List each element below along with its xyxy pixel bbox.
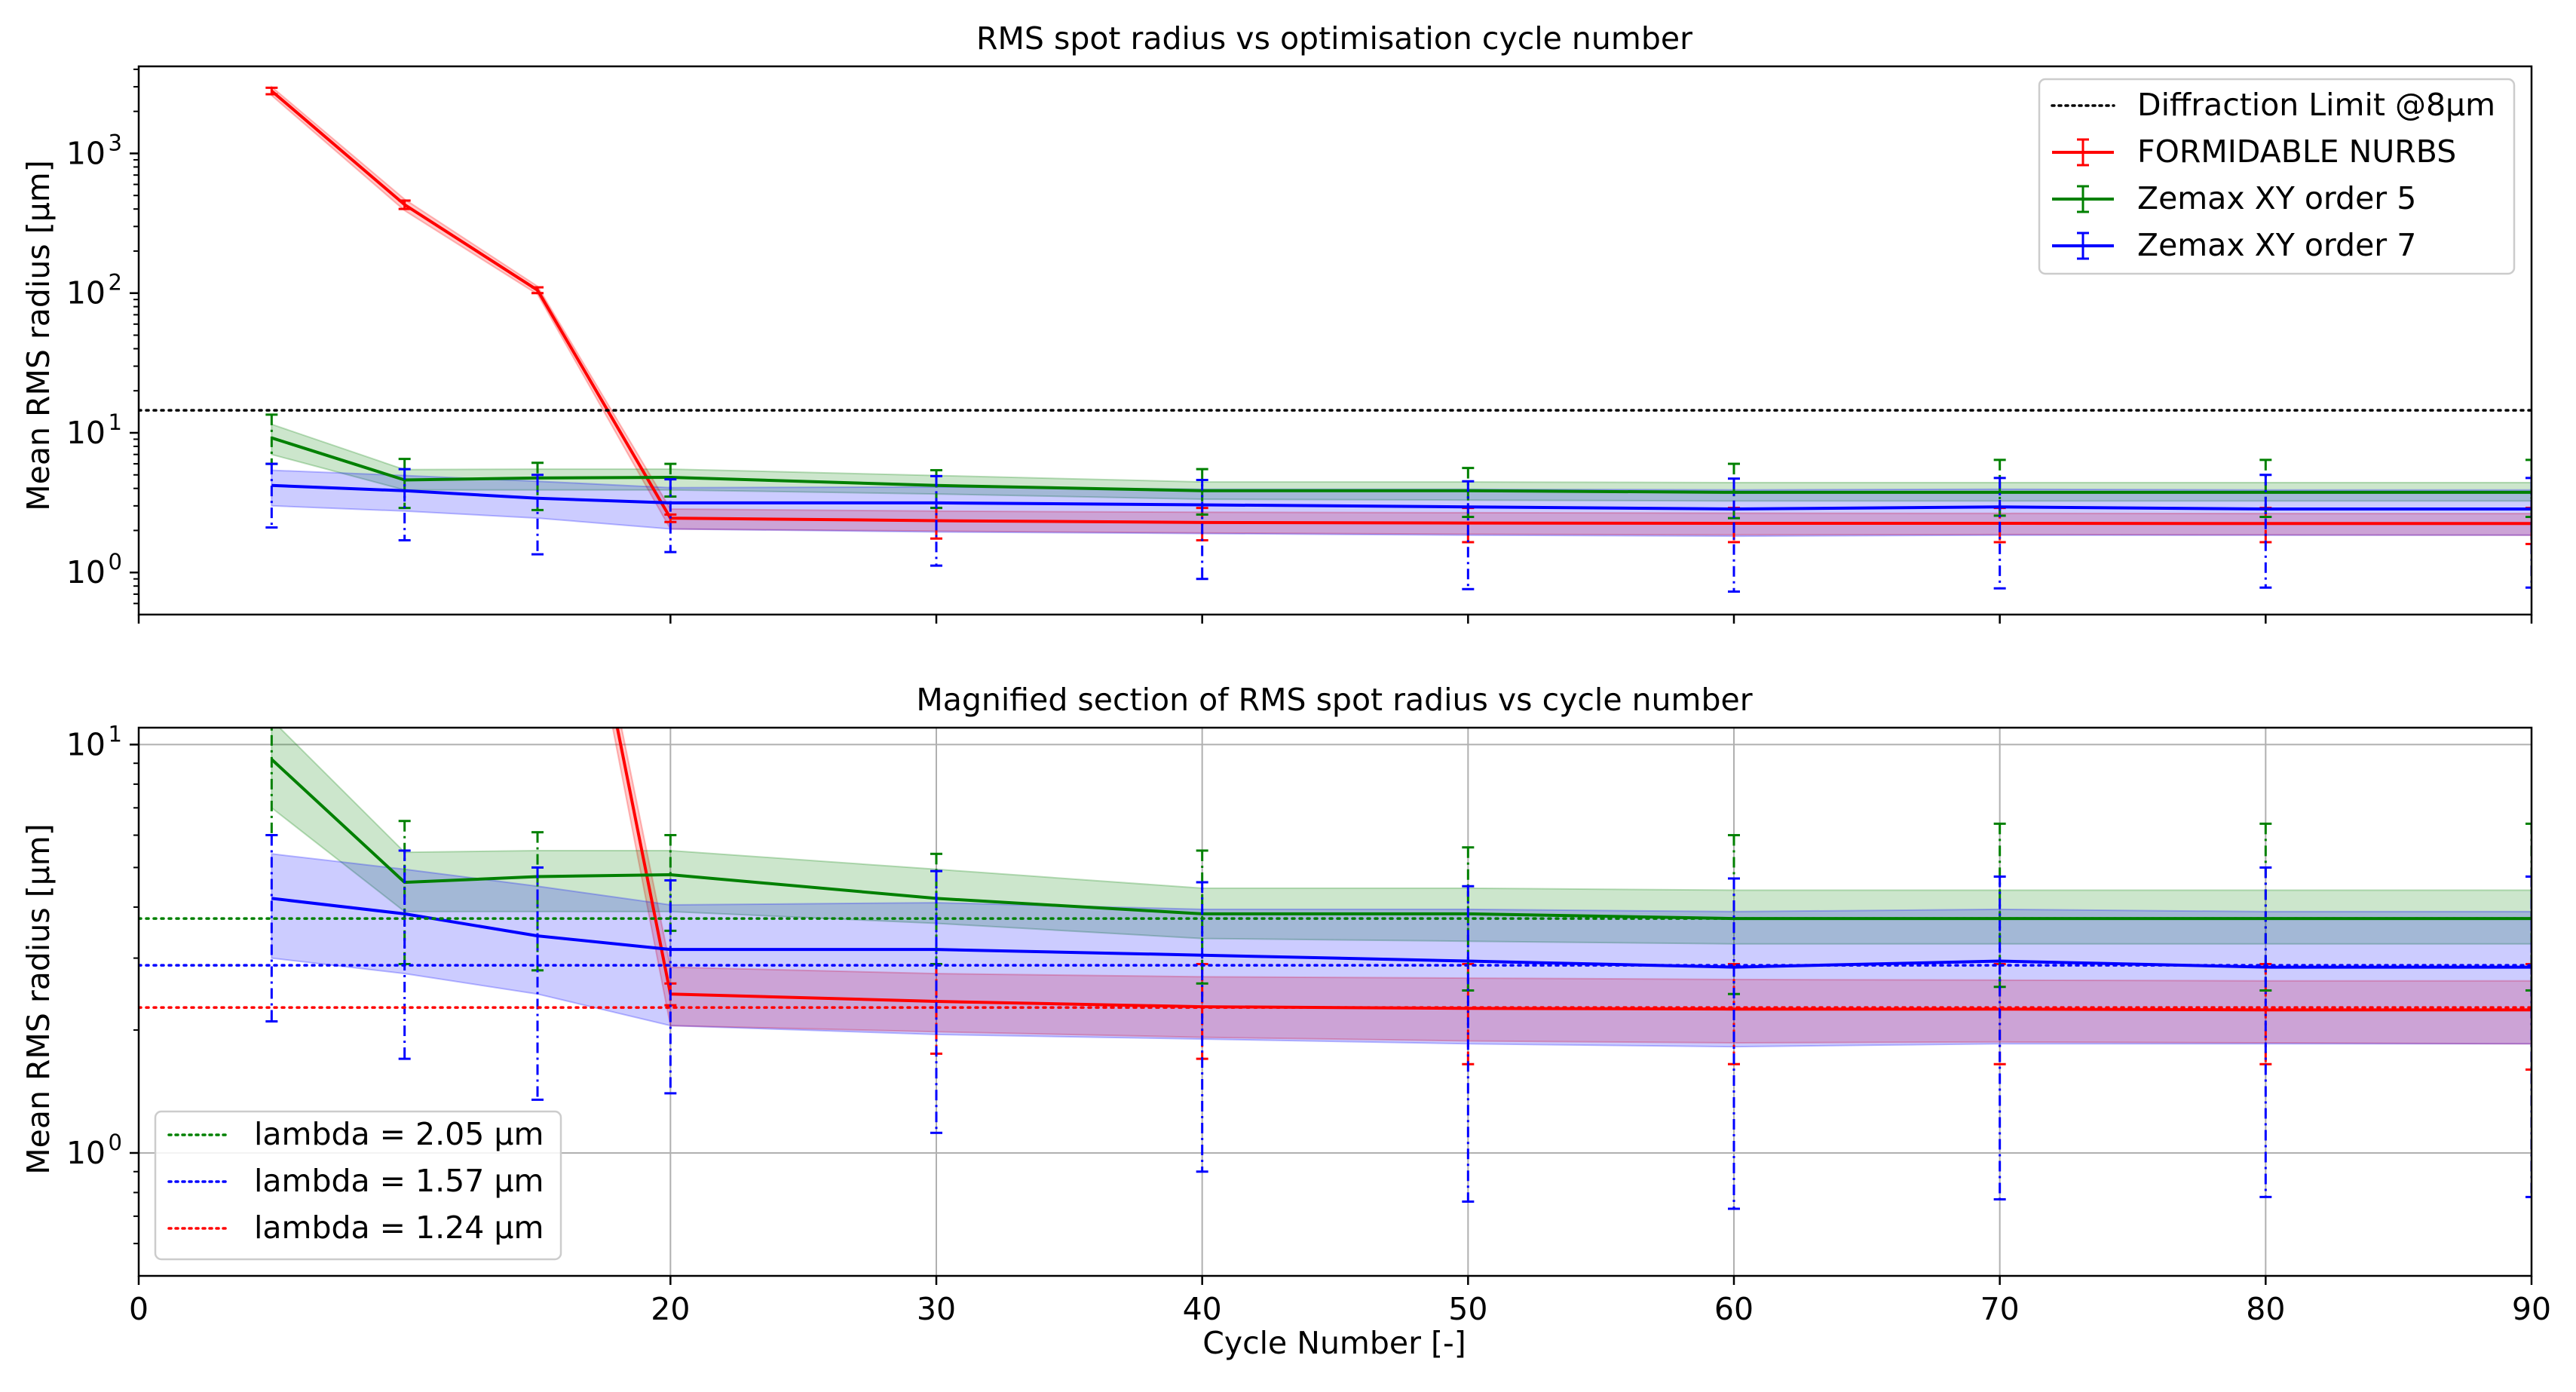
- bottom-y-tick-label-10: 10: [66, 726, 106, 762]
- bottom-errorbar-zemax-xy-order-5-90: [2525, 822, 2532, 992]
- top-errorbar-zemax-xy-order-5-80: [2259, 458, 2272, 519]
- bottom-x-tick-label-30: 30: [917, 1291, 956, 1327]
- legend-label-zemax-order-5: Zemax XY order 5: [2137, 180, 2416, 216]
- top-chart-plot-frame: [137, 65, 2533, 616]
- bottom-errorbar-zemax-xy-order-5-40: [1196, 849, 1208, 985]
- top-errorbar-zemax-xy-order-7-80: [2259, 474, 2272, 589]
- bottom-x-tick-label-60: 60: [1714, 1291, 1754, 1327]
- bottom-errorbar-zemax-xy-order-7-80: [2259, 866, 2272, 1198]
- top-errorbar-formidable-nurbs-15: [531, 286, 544, 295]
- bottom-errorbar-zemax-xy-order-7-90: [2525, 875, 2532, 1198]
- top-errorbar-zemax-xy-order-7-50: [1462, 480, 1475, 590]
- legend-entry-formidable-nurbs: FORMIDABLE NURBS: [2052, 133, 2456, 170]
- top-y-tick-label-1: 10: [66, 554, 106, 590]
- legend-entry-zemax-order-7: Zemax XY order 7: [2052, 227, 2416, 263]
- legend-entry-zemax-order-5: Zemax XY order 5: [2052, 180, 2416, 216]
- top-errorbar-zemax-xy-order-7-10: [398, 468, 411, 542]
- bottom-x-tick-label-40: 40: [1183, 1291, 1222, 1327]
- bottom-chart-x-axis-label: Cycle Number [-]: [1202, 1325, 1466, 1361]
- bottom-errorbar-zemax-xy-order-7-30: [930, 869, 942, 1134]
- top-chart-title: RMS spot radius vs optimisation cycle nu…: [976, 20, 1692, 57]
- bottom-y-tick-label-1: 10: [66, 1135, 106, 1171]
- bottom-band-formidable-nurbs: [611, 728, 2532, 1045]
- top-errorbar-zemax-xy-order-7-90: [2525, 477, 2532, 589]
- top-chart: RMS spot radius vs optimisation cycle nu…: [20, 20, 2533, 624]
- legend-entry-lambda-2-05: lambda = 2.05 µm: [167, 1116, 544, 1152]
- top-y-tick-exponent-10: 1: [109, 409, 122, 435]
- top-errorbar-zemax-xy-order-7-20: [664, 478, 677, 553]
- top-chart-legend: Diffraction Limit @8µm FORMIDABLE NURBS …: [2038, 78, 2516, 275]
- bottom-y-tick-exponent-1: 0: [109, 1130, 122, 1155]
- top-errorbar-zemax-xy-order-7-30: [930, 474, 942, 567]
- legend-entry-lambda-1-57: lambda = 1.57 µm: [167, 1163, 544, 1199]
- bottom-y-tick-exponent-10: 1: [109, 721, 122, 747]
- legend-label-diffraction-limit: Diffraction Limit @8µm: [2137, 87, 2495, 123]
- top-y-tick-label-10: 10: [66, 415, 106, 451]
- top-band-formidable-nurbs: [271, 84, 2532, 536]
- bottom-errorbar-zemax-xy-order-7-70: [1993, 875, 2006, 1200]
- top-y-tick-label-1000: 10: [66, 135, 106, 171]
- bottom-x-tick-label-20: 20: [651, 1291, 690, 1327]
- top-errorbar-zemax-xy-order-7-60: [1728, 477, 1740, 593]
- bottom-errorbar-zemax-xy-order-7-60: [1728, 877, 1740, 1210]
- bottom-errorbar-zemax-xy-order-7-20: [664, 879, 677, 1095]
- bottom-chart-y-axis-label: Mean RMS radius [µm]: [20, 823, 57, 1174]
- top-errorbar-zemax-xy-order-7-70: [1993, 477, 2006, 590]
- bottom-errorbar-zemax-xy-order-7-15: [531, 866, 544, 1101]
- bottom-errorbar-zemax-xy-order-7-40: [1196, 881, 1208, 1173]
- bottom-x-tick-label-0: 0: [129, 1291, 149, 1327]
- bottom-x-tick-label-50: 50: [1448, 1291, 1487, 1327]
- legend-label-zemax-order-7: Zemax XY order 7: [2137, 227, 2416, 263]
- bottom-errorbar-zemax-xy-order-7-5: [265, 834, 278, 1023]
- bottom-chart-plot-frame: [137, 726, 2533, 1277]
- bottom-errorbar-formidable-nurbs-90: [2525, 963, 2532, 1071]
- bottom-legend-box: [154, 1110, 562, 1261]
- top-y-tick-exponent-1: 0: [109, 549, 122, 575]
- legend-label-lambda-1-24: lambda = 1.24 µm: [254, 1210, 544, 1246]
- top-errorbar-zemax-xy-order-7-15: [531, 474, 544, 556]
- top-line-zemax-xy-order-5: [271, 436, 2532, 494]
- legend-label-lambda-1-57: lambda = 1.57 µm: [254, 1163, 544, 1199]
- top-y-tick-label-100: 10: [66, 275, 106, 311]
- bottom-chart-title: Magnified section of RMS spot radius vs …: [916, 682, 1752, 718]
- bottom-x-tick-label-90: 90: [2512, 1291, 2551, 1327]
- bottom-chart-legend: lambda = 2.05 µm lambda = 1.57 µm lambda…: [154, 1110, 562, 1261]
- top-y-tick-exponent-100: 2: [109, 270, 122, 296]
- top-y-tick-exponent-1000: 3: [109, 130, 122, 155]
- bottom-x-tick-label-70: 70: [1980, 1291, 2020, 1327]
- top-errorbar-zemax-xy-order-5-50: [1462, 467, 1475, 519]
- top-errorbar-zemax-xy-order-5-90: [2525, 458, 2532, 519]
- top-errorbar-formidable-nurbs-10: [398, 199, 411, 210]
- top-errorbar-zemax-xy-order-7-40: [1196, 478, 1208, 581]
- top-line-formidable-nurbs: [271, 90, 2532, 526]
- top-errorbar-formidable-nurbs-5: [265, 86, 278, 96]
- top-errorbar-zemax-xy-order-7-5: [265, 462, 278, 529]
- legend-label-lambda-2-05: lambda = 2.05 µm: [254, 1116, 544, 1152]
- bottom-errorbar-zemax-xy-order-7-50: [1462, 885, 1475, 1203]
- top-errorbar-zemax-xy-order-5-15: [531, 461, 544, 511]
- legend-entry-diffraction-limit: Diffraction Limit @8µm: [2051, 87, 2495, 123]
- top-legend-box: [2038, 78, 2516, 275]
- top-chart-y-axis-label: Mean RMS radius [µm]: [20, 160, 57, 511]
- bottom-chart: Magnified section of RMS spot radius vs …: [20, 682, 2551, 1361]
- legend-entry-lambda-1-24: lambda = 1.24 µm: [167, 1210, 544, 1246]
- bottom-x-tick-label-80: 80: [2246, 1291, 2285, 1327]
- legend-label-formidable-nurbs: FORMIDABLE NURBS: [2137, 133, 2456, 170]
- bottom-errorbar-zemax-xy-order-7-10: [398, 849, 411, 1060]
